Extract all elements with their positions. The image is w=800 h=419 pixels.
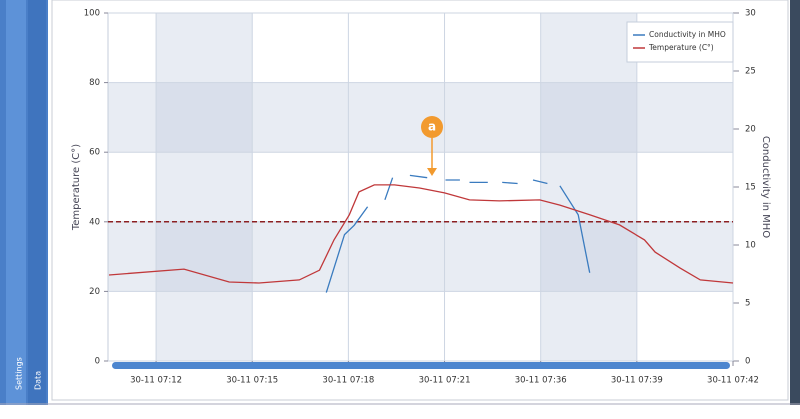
y2-axis-label: Conductivity in MHO (760, 136, 771, 238)
column-stripe (540, 13, 637, 361)
x-tick-label: 30-11 07:21 (419, 376, 471, 386)
y-tick-label: 80 (89, 78, 100, 88)
plot (108, 174, 734, 293)
y-tick-label: 40 (89, 217, 100, 227)
y-tick-label: 20 (89, 287, 100, 297)
series-line (108, 184, 734, 284)
x-tick-label: 30-11 07:15 (226, 376, 278, 386)
annotation-label: a (428, 120, 436, 134)
x-tick-label: 30-11 07:36 (515, 376, 567, 386)
y-tick-label: 60 (89, 148, 100, 158)
column-stripe (156, 13, 253, 361)
series-line (325, 174, 591, 293)
annotation-marker (421, 116, 443, 138)
y-axis-label: Temperature (C°) (71, 144, 82, 231)
right-edge (790, 0, 800, 405)
x-tick-label: 30-11 07:42 (707, 376, 759, 386)
data-label: Data (34, 371, 43, 390)
annotation-arrowhead (427, 168, 437, 176)
settings-label: Settings (15, 357, 24, 390)
background (108, 13, 733, 361)
y2-tick-label: 30 (745, 9, 756, 19)
row-stripe (108, 221, 733, 292)
x-tick-label: 30-11 07:18 (322, 376, 374, 386)
legend: Conductivity in MHO Temperature (C°) (626, 21, 734, 63)
y2-tick-label: 20 (745, 125, 756, 135)
settings-tab[interactable] (6, 0, 26, 405)
chart-frame (51, 0, 789, 401)
data-tab[interactable] (28, 0, 46, 405)
y2-tick-label: 0 (745, 357, 750, 367)
y-tick-label: 0 (95, 357, 100, 367)
scrollbar[interactable] (112, 362, 730, 369)
row-stripe (108, 82, 733, 153)
y2-tick-label: 15 (745, 183, 756, 193)
y-tick-label: 100 (84, 9, 100, 19)
grid: 0 20 40 60 80 100 0 5 10 15 20 25 30 30-11 07:12 30-11… (84, 9, 759, 386)
legend-label: Temperature (C°) (648, 43, 714, 52)
x-tick-label: 30-11 07:39 (611, 376, 663, 386)
y2-tick-label: 10 (745, 241, 756, 251)
x-tick-label: 30-11 07:12 (130, 376, 182, 386)
y2-tick-label: 5 (745, 299, 750, 309)
legend-label: Conductivity in MHO (649, 30, 726, 39)
legend-box (626, 21, 734, 63)
y2-tick-label: 25 (745, 67, 756, 77)
